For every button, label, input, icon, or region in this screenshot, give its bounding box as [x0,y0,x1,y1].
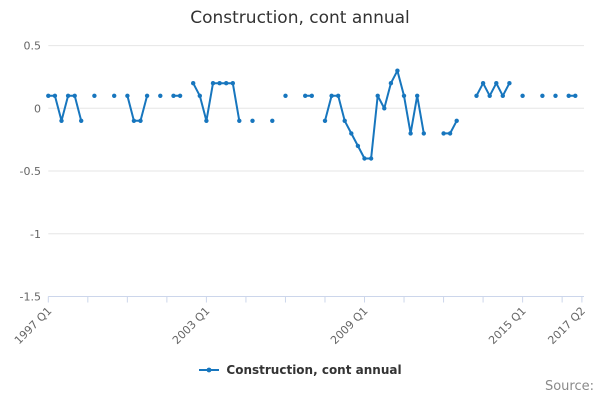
data-point-marker[interactable] [171,93,176,99]
data-point-marker[interactable] [487,93,492,99]
data-point-marker[interactable] [270,118,275,124]
data-point-marker[interactable] [283,93,288,99]
data-point-marker[interactable] [368,156,374,161]
data-point-marker[interactable] [224,81,229,86]
series-line-segment [126,94,149,122]
data-point-marker[interactable] [79,118,84,124]
data-point-marker[interactable] [204,118,209,124]
source-label: Source: [544,379,594,394]
data-point-marker[interactable] [388,81,394,86]
data-point-marker[interactable] [237,118,242,124]
data-point-marker[interactable] [573,93,578,99]
data-point-marker[interactable] [230,81,235,86]
chart-title: Construction, cont annual [190,8,410,28]
data-point-marker[interactable] [540,93,545,99]
data-point-marker[interactable] [322,118,328,124]
y-axis-label: -0.5 [20,165,41,178]
data-point-marker[interactable] [303,93,308,99]
x-axis-label: 1997 Q1 [12,304,55,347]
data-point-marker[interactable] [507,81,512,86]
data-point-marker[interactable] [362,156,367,161]
data-point-marker[interactable] [158,93,163,99]
data-point-marker[interactable] [520,93,525,99]
y-axis-label: 0.5 [24,40,42,53]
data-point-marker[interactable] [197,93,202,99]
data-point-marker[interactable] [342,118,347,124]
data-point-marker[interactable] [500,93,505,99]
data-point-marker[interactable] [408,131,413,136]
data-point-marker[interactable] [125,93,130,99]
series-line-segment [324,69,425,160]
x-axis-label: 2003 Q1 [170,304,213,347]
data-point-marker[interactable] [46,93,51,99]
data-point-marker[interactable] [454,118,459,124]
data-point-marker[interactable] [144,93,150,99]
data-point-marker[interactable] [415,93,420,99]
y-axis-label: -1 [30,228,41,241]
data-point-marker[interactable] [72,93,77,99]
data-point-marker[interactable] [52,93,58,99]
data-point-marker[interactable] [480,81,486,86]
legend-item[interactable]: Construction, cont annual [0,363,600,377]
data-point-marker[interactable] [401,93,407,99]
data-point-marker[interactable] [65,93,71,99]
data-point-marker[interactable] [566,93,571,99]
data-point-marker[interactable] [494,81,499,86]
data-point-marker[interactable] [191,81,196,86]
data-point-marker[interactable] [329,93,334,99]
data-point-marker[interactable] [250,118,255,124]
data-point-marker[interactable] [375,93,380,99]
data-point-marker[interactable] [447,131,453,136]
data-point-marker[interactable] [349,131,354,136]
data-point-marker[interactable] [210,81,216,86]
legend-label: Construction, cont annual [226,363,402,377]
y-axis-label: 0 [34,102,41,115]
data-point-marker[interactable] [59,118,64,124]
data-point-marker[interactable] [138,118,143,124]
data-point-marker[interactable] [336,93,341,99]
data-point-marker[interactable] [421,131,426,136]
data-point-marker[interactable] [441,131,446,136]
data-point-marker[interactable] [131,118,137,124]
x-axis-label: 2017 Q2 [545,304,588,347]
data-point-marker[interactable] [177,93,183,99]
data-point-marker[interactable] [112,93,117,99]
series-line-segment [192,82,241,122]
data-point-marker[interactable] [355,143,361,149]
data-point-marker[interactable] [553,93,558,99]
x-axis-label: 2015 Q1 [486,304,529,347]
series-line-segment [475,82,511,97]
data-point-marker[interactable] [395,68,400,73]
data-point-marker[interactable] [382,106,387,111]
x-axis-label: 2009 Q1 [328,304,371,347]
data-point-marker[interactable] [474,93,479,99]
data-point-marker[interactable] [309,93,314,99]
y-axis-label: -1.5 [20,291,41,304]
legend-line-marker-icon [199,367,220,373]
data-point-marker[interactable] [217,81,222,86]
data-point-marker[interactable] [92,93,97,99]
